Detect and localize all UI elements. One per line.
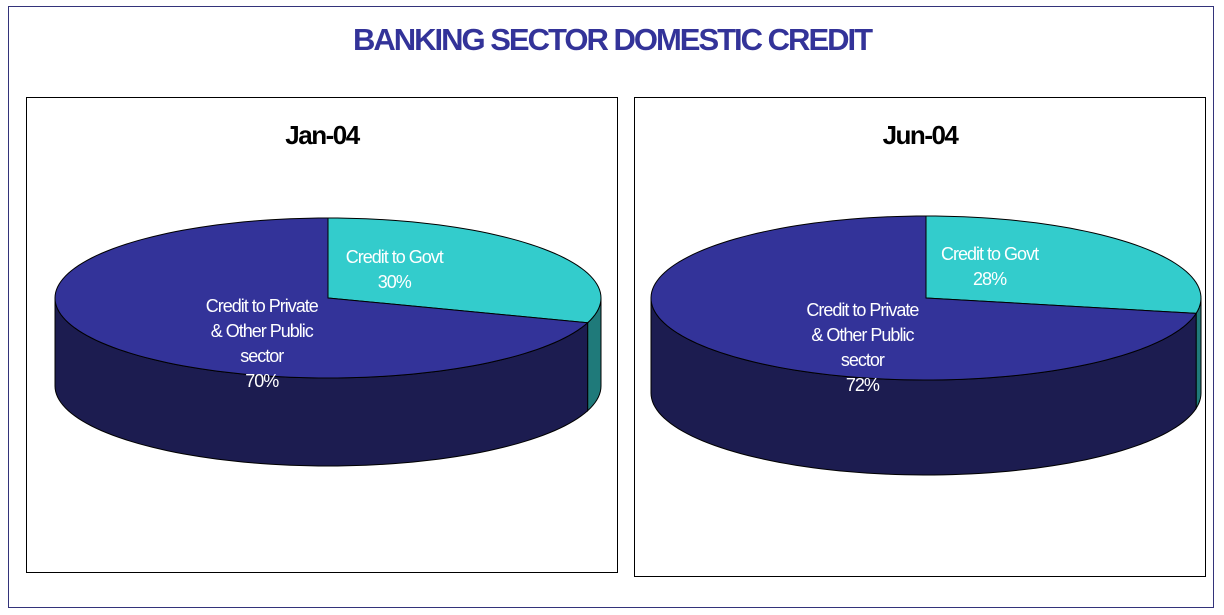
chart-box: Jan-04 Credit to Govt 30% Credit to Private… bbox=[26, 97, 618, 573]
slice-category: Credit to Private & Other Public sector bbox=[806, 300, 919, 371]
slice-value: 72% bbox=[845, 375, 880, 396]
slice-value: 28% bbox=[973, 268, 1007, 289]
slice-label: Credit to Govt 28% bbox=[930, 242, 1050, 292]
slice-label: Credit to Govt 30% bbox=[334, 245, 454, 295]
slice-label: Credit to Private & Other Public sector 7… bbox=[202, 294, 322, 394]
chart-title: Jan-04 bbox=[285, 120, 360, 150]
pie-slice bbox=[327, 217, 602, 324]
slice-value: 70% bbox=[245, 370, 279, 391]
slice-value: 30% bbox=[377, 271, 412, 292]
pie-slice bbox=[925, 215, 1202, 314]
pie-slice bbox=[650, 215, 1198, 381]
chart-box: Jun-04 Credit to Govt 28% Credit to Private… bbox=[634, 97, 1206, 577]
frame bbox=[8, 6, 1214, 608]
slice-category: Credit to Govt bbox=[345, 246, 444, 267]
slice-category: Credit to Private & Other Public sector bbox=[205, 295, 319, 366]
pie-slice bbox=[54, 217, 589, 379]
slice-category: Credit to Govt bbox=[941, 243, 1039, 264]
pie-chart bbox=[54, 217, 602, 467]
slice-label: Credit to Private & Other Public sector 7… bbox=[802, 298, 922, 398]
pie-chart bbox=[650, 215, 1202, 476]
chart-title: Jun-04 bbox=[882, 120, 959, 150]
main-title: BANKING SECTOR DOMESTIC CREDIT bbox=[352, 22, 873, 57]
pie-side bbox=[1195, 297, 1202, 411]
